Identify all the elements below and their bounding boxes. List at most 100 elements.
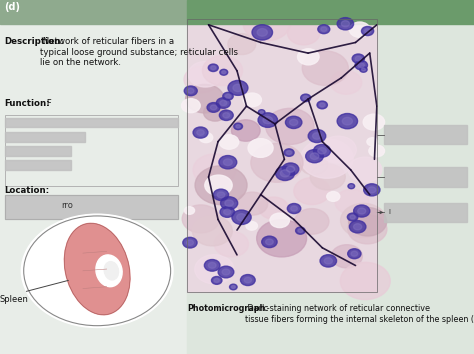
Circle shape [208,64,218,72]
Circle shape [252,25,273,40]
Circle shape [300,154,328,175]
Circle shape [243,6,290,41]
Circle shape [259,197,288,219]
Circle shape [251,143,303,182]
Circle shape [324,258,332,264]
Circle shape [298,49,319,65]
Bar [0,0,187,354]
Circle shape [340,262,390,299]
Circle shape [233,84,243,92]
Circle shape [195,166,247,205]
Circle shape [320,255,337,267]
Circle shape [223,113,230,118]
Circle shape [225,94,231,98]
Circle shape [285,116,302,129]
Circle shape [310,153,319,159]
Circle shape [348,207,387,236]
Circle shape [355,56,361,61]
Circle shape [351,251,358,256]
Circle shape [219,110,233,120]
Circle shape [270,213,290,228]
Circle shape [368,187,376,193]
Circle shape [363,114,384,130]
Text: rro: rro [62,201,73,210]
Circle shape [291,206,297,211]
Circle shape [358,63,365,68]
Circle shape [362,68,365,71]
Ellipse shape [96,255,122,287]
Circle shape [295,209,329,234]
Circle shape [199,132,213,143]
Circle shape [220,207,235,217]
Circle shape [216,98,230,108]
Circle shape [183,237,197,248]
Bar [187,0,474,354]
Circle shape [310,164,345,190]
Circle shape [220,197,237,210]
Circle shape [367,138,378,146]
Circle shape [294,178,330,205]
Circle shape [223,159,232,166]
Circle shape [244,277,252,283]
Circle shape [337,18,354,30]
Circle shape [184,66,219,93]
Bar [187,0,474,24]
Circle shape [232,210,251,224]
Circle shape [220,69,228,75]
Bar [5,195,178,219]
Circle shape [222,269,230,275]
Circle shape [225,200,233,206]
Circle shape [327,192,340,201]
Circle shape [341,21,349,27]
Circle shape [202,56,243,86]
Circle shape [283,163,299,175]
Text: Spleen: Spleen [0,295,29,304]
Circle shape [204,259,220,271]
Circle shape [365,29,371,33]
Circle shape [354,224,362,230]
Bar [5,118,178,127]
Circle shape [234,123,243,130]
Circle shape [360,67,367,72]
Circle shape [257,220,307,257]
Circle shape [258,110,265,115]
Circle shape [290,119,298,125]
Circle shape [348,184,355,189]
Bar [5,160,71,170]
Circle shape [219,135,239,149]
Circle shape [302,51,348,85]
Circle shape [229,284,237,290]
Circle shape [349,22,370,38]
Circle shape [188,62,222,87]
Circle shape [266,108,314,144]
Circle shape [207,103,220,112]
Bar [5,115,178,186]
Bar [187,19,377,292]
Circle shape [350,185,353,187]
Bar [384,125,467,144]
Circle shape [287,151,292,154]
Circle shape [321,27,327,32]
Bar [5,132,85,142]
Circle shape [236,125,240,128]
Circle shape [303,96,308,100]
Circle shape [364,184,380,196]
Circle shape [243,93,262,107]
Circle shape [262,236,277,248]
Circle shape [347,213,358,221]
Circle shape [318,148,326,154]
Circle shape [213,189,228,200]
Circle shape [192,216,232,246]
Ellipse shape [64,223,130,315]
Circle shape [214,232,248,257]
Circle shape [203,104,227,121]
Circle shape [301,139,353,178]
Circle shape [237,192,268,215]
Circle shape [319,103,325,107]
Circle shape [188,88,194,93]
Circle shape [335,189,369,215]
Text: Network of reticular fibers in a
typical loose ground substance; reticular cells: Network of reticular fibers in a typical… [40,37,238,67]
Circle shape [330,71,362,94]
Circle shape [210,105,217,110]
Circle shape [237,214,246,221]
